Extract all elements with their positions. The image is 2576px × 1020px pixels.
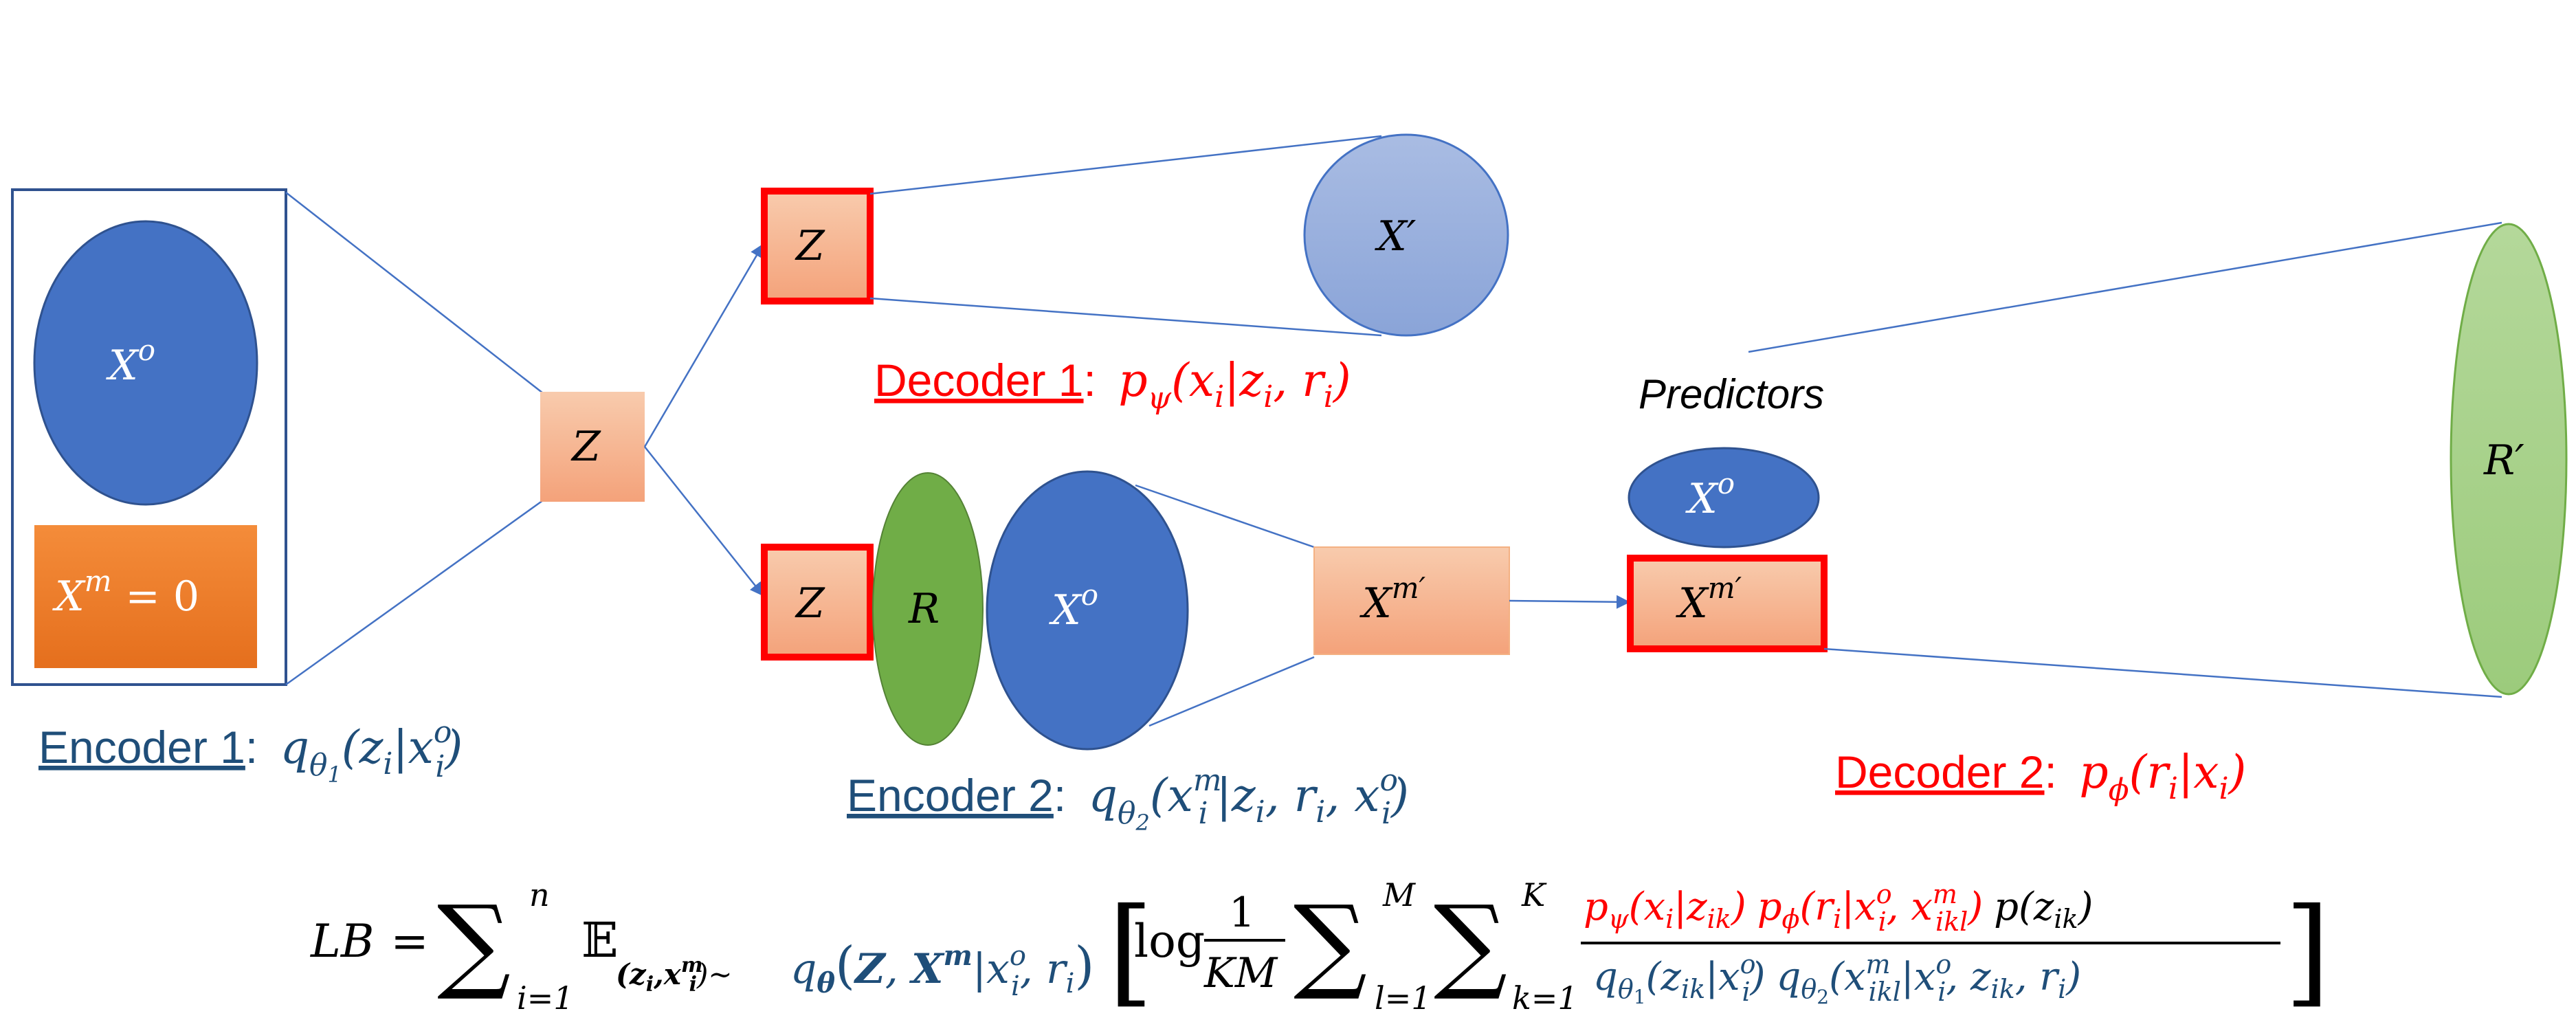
- predictors-label: Predictors: [1639, 371, 1824, 417]
- lb-log: log: [1134, 915, 1205, 968]
- latent-z-label: Z: [570, 423, 601, 471]
- lb-frac-num: 1: [1229, 889, 1255, 937]
- lb-frac-den: KM: [1203, 949, 1278, 997]
- decoder1-group: Z X′ Decoder 1: pψ(xi|zi, ri): [761, 133, 1509, 416]
- lb-sum1-top: n: [529, 876, 550, 913]
- lb-bracket-open: [: [1108, 883, 1153, 1019]
- arrow-z-to-encoder2: [644, 446, 764, 597]
- lb-sum3-top: K: [1521, 876, 1547, 913]
- decoder1-caption-name: Decoder 1: [874, 355, 1084, 406]
- encoder2-xo-ellipse: [986, 470, 1189, 751]
- lb-sum2-bot: l=1: [1375, 979, 1432, 1017]
- encoder1-xo-label: Xo: [106, 333, 155, 390]
- decoder2-xm-prime-label: Xm′: [1676, 571, 1742, 628]
- encoder2-xm-prime-label: Xm′: [1359, 571, 1426, 628]
- lower-bound-equation: LB = ∑ n i=1 𝔼 (zi,xm i)~ qθ(Z, Xm|xo i, ri…: [310, 876, 2330, 1019]
- decoder1-xprime-ellipse: [1303, 133, 1509, 337]
- encoder1-xm-label: Xm = 0: [52, 564, 199, 621]
- decoder2-line-bottom: [1823, 647, 2502, 698]
- lb-numerator: pψ(xi|zik) pϕ(ri|xo i, xm ikl) p(zik): [1584, 879, 2093, 937]
- encoder2-r-ellipse: [872, 472, 984, 746]
- lb-q-term: qθ(Z, Xm|xo i, ri): [790, 936, 1094, 1002]
- decoder2-xm-prime-box: [1627, 555, 1828, 652]
- lb-bracket-close: ]: [2285, 883, 2330, 1019]
- lb-expectation-sub: (zi,xm i)~: [616, 953, 733, 997]
- encoder1-caption: Encoder 1: qθ1(zi|xo i): [38, 715, 463, 788]
- decoder1-xprime-label: X′: [1375, 212, 1417, 260]
- decoder2-group: Predictors Xo Xm′ R′ Decoder 2: pϕ(ri|xi…: [1627, 221, 2568, 808]
- arrow-z-to-decoder1: [643, 243, 764, 447]
- lb-expectation: 𝔼: [581, 912, 618, 968]
- lb-sum1-bot: i=1: [517, 979, 574, 1017]
- encoder1-xo-ellipse: [33, 220, 258, 506]
- encoder2-z-box: [761, 544, 874, 661]
- decoder1-z-box: [761, 188, 874, 304]
- encoder2-line-top: [1135, 484, 1315, 548]
- decoder2-rprime-label: R′: [2483, 436, 2524, 485]
- encoder1-line-bottom: [285, 499, 544, 686]
- latent-z-box: [540, 392, 645, 502]
- decoder1-z-label: Z: [795, 222, 825, 270]
- lb-sum2-top: M: [1382, 876, 1417, 913]
- encoder2-group: Z R Xo Xm′ Encoder 2: qθ2(xm i |zi, ri, xo…: [761, 470, 1510, 836]
- decoder2-xo-ellipse: [1628, 447, 1820, 548]
- encoder2-r-label: R: [908, 585, 940, 633]
- lb-sum2: ∑: [1293, 884, 1367, 1004]
- lb-lhs: LB =: [310, 915, 429, 968]
- lb-sum3: ∑: [1434, 884, 1507, 1004]
- decoder1-caption: Decoder 1: pψ(xi|zi, ri): [874, 354, 1351, 416]
- encoder2-caption-name: Encoder 2: [847, 770, 1054, 821]
- encoder1-xm-box: [34, 525, 257, 668]
- encoder1-line-top: [285, 192, 544, 394]
- lb-sum3-bot: k=1: [1512, 979, 1578, 1017]
- lb-sum1: ∑: [437, 884, 511, 1004]
- decoder2-caption-name: Decoder 2: [1835, 746, 2045, 797]
- decoder2-caption: Decoder 2: pϕ(ri|xi): [1835, 746, 2246, 808]
- decoder2-line-top: [1748, 221, 2502, 353]
- encoder2-caption: Encoder 2: qθ2(xm i |zi, ri, xo i): [847, 763, 1409, 836]
- encoder2-xo-label: Xo: [1049, 578, 1098, 634]
- encoder1-group: Xo Xm = 0 Z Encoder 1: qθ1(zi|xo i): [11, 188, 645, 788]
- lb-denominator: qθ1(zik|xo i) qθ2(xm ikl|xo i, zik, ri): [1593, 949, 2081, 1008]
- encoder1-caption-name: Encoder 1: [38, 722, 245, 773]
- decoder2-xo-label: Xo: [1685, 467, 1735, 523]
- decoder2-rprime-ellipse: [2450, 223, 2568, 696]
- encoder2-z-label: Z: [795, 579, 825, 628]
- encoder1-input-frame: [11, 188, 287, 686]
- encoder2-line-bottom: [1148, 656, 1315, 727]
- encoder2-xm-prime-box: [1313, 546, 1510, 655]
- arrow-xm-to-decoder2: [1509, 595, 1630, 609]
- decoder1-line-bottom: [869, 297, 1382, 337]
- decoder1-line-top: [869, 135, 1382, 195]
